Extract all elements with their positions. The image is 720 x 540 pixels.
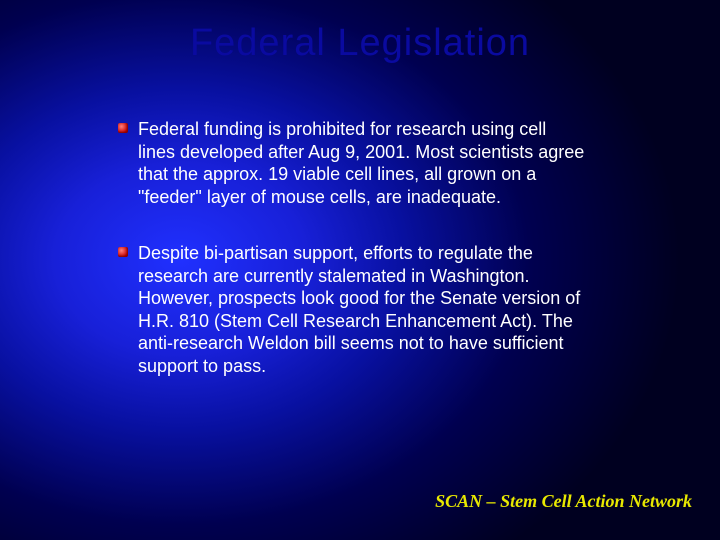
bullet-text: Despite bi-partisan support, efforts to … [138, 243, 580, 376]
slide: Federal Legislation Federal funding is p… [0, 0, 720, 540]
bullet-list: Federal funding is prohibited for resear… [118, 118, 588, 411]
footer-branding: SCAN – Stem Cell Action Network [435, 491, 692, 512]
bullet-marker-icon [118, 247, 128, 257]
bullet-item: Federal funding is prohibited for resear… [118, 118, 588, 208]
bullet-text: Federal funding is prohibited for resear… [138, 119, 584, 207]
bullet-marker-icon [118, 123, 128, 133]
slide-title: Federal Legislation [0, 22, 720, 65]
bullet-item: Despite bi-partisan support, efforts to … [118, 242, 588, 377]
